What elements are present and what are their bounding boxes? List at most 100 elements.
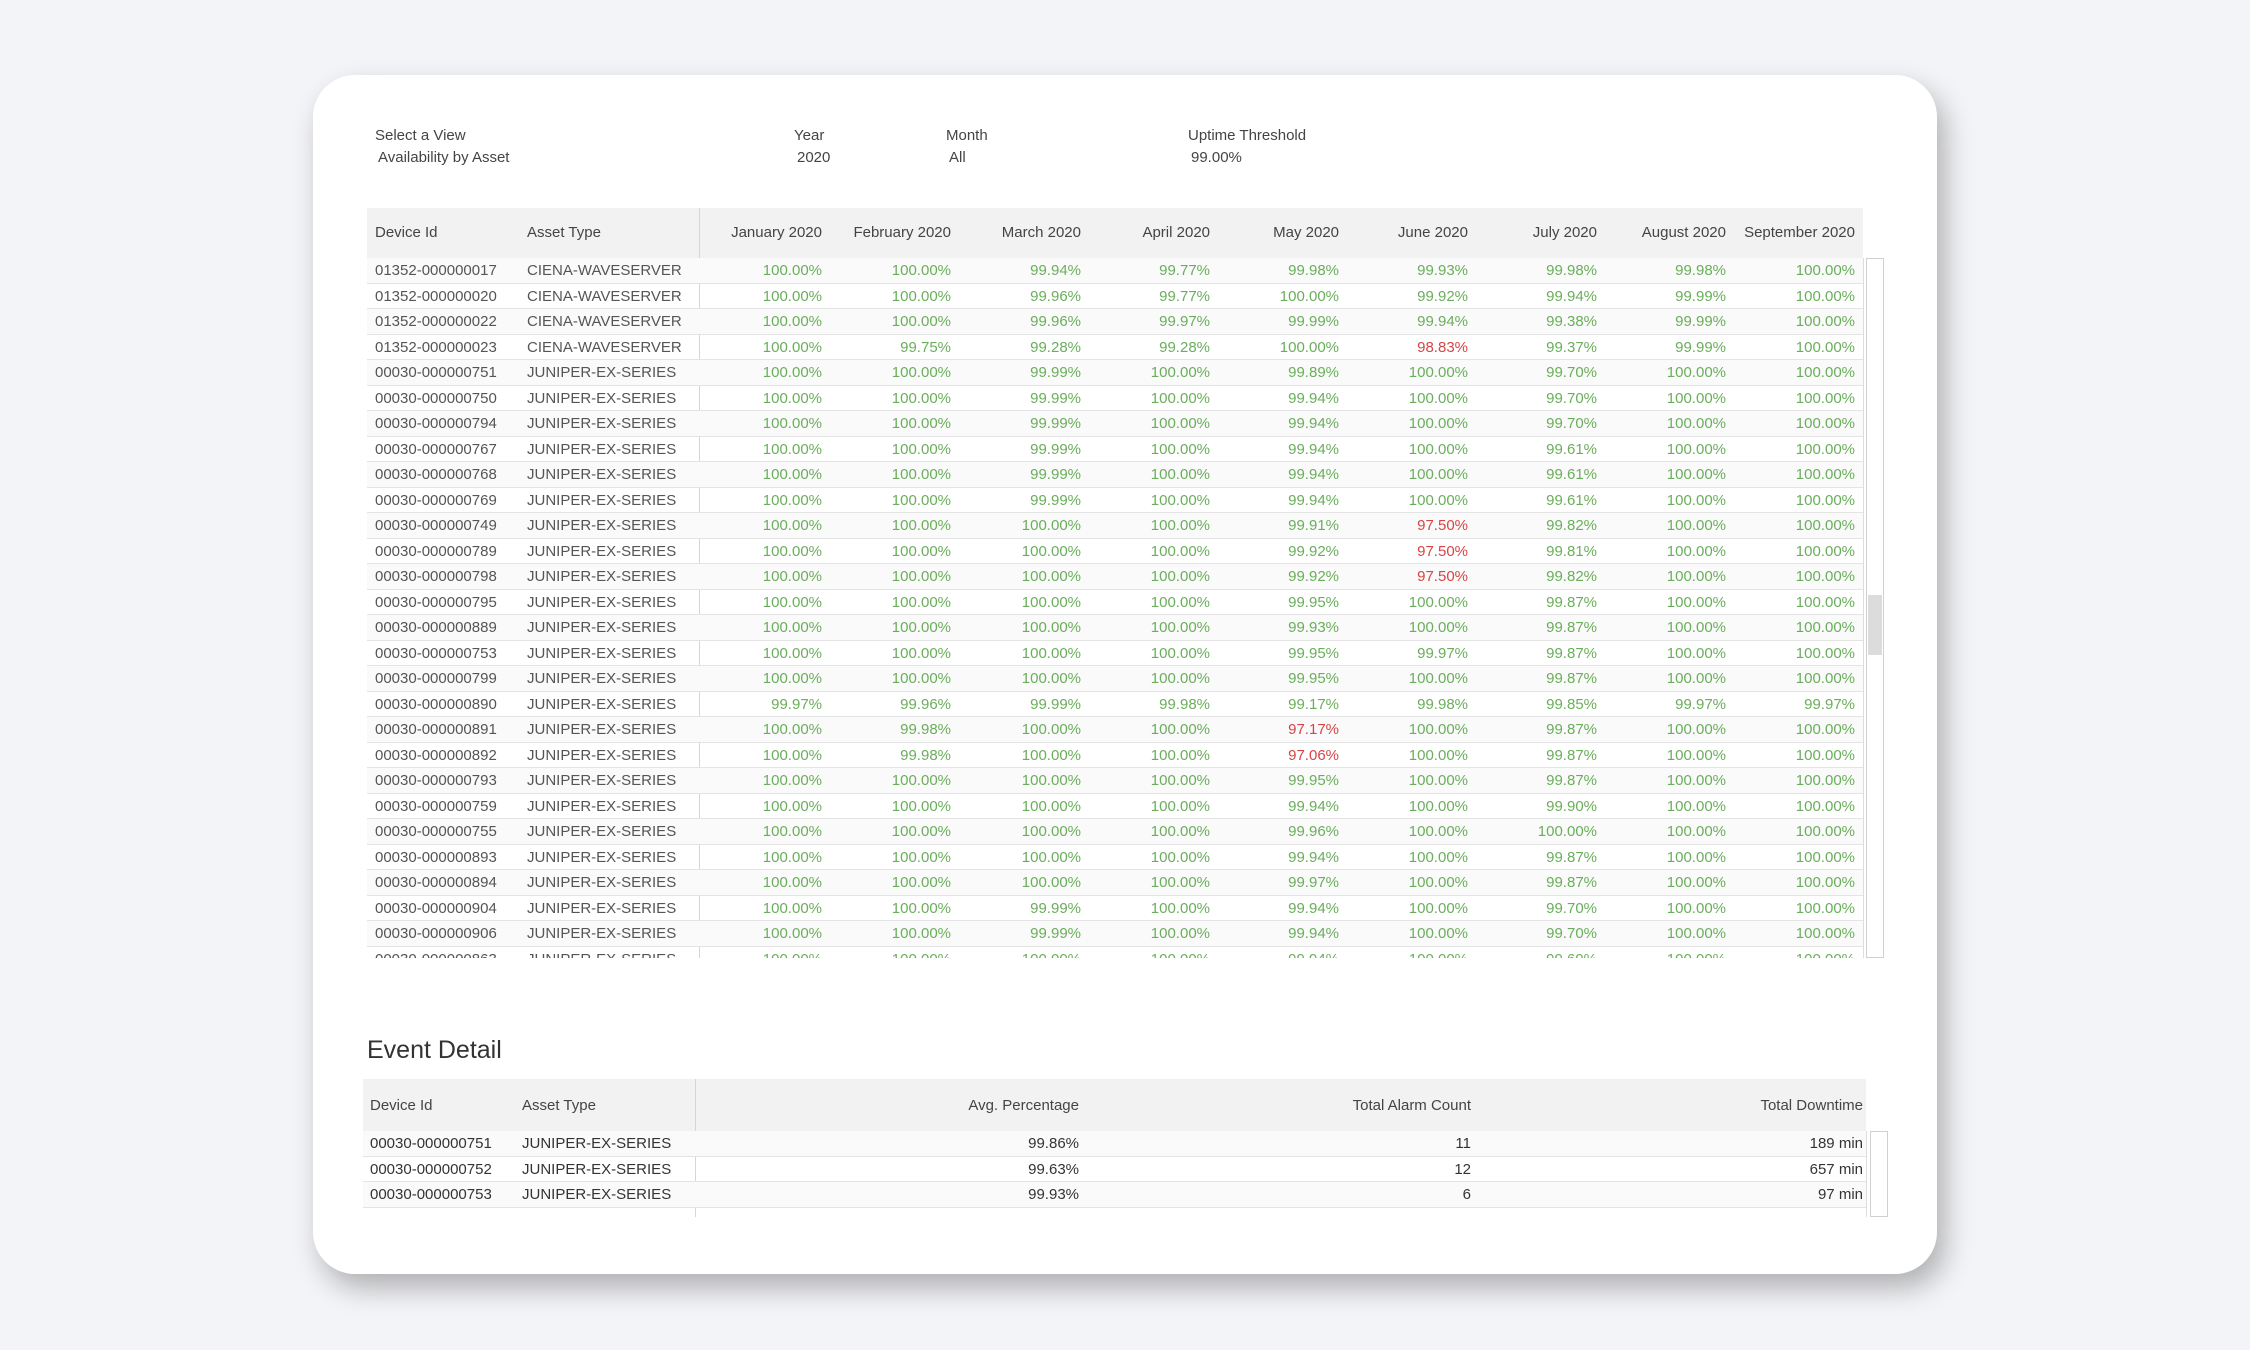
- value-cell: 100.00%: [1666, 848, 1726, 866]
- table-row: 00030-000000892 JUNIPER-EX-SERIES 100.00% 9…: [367, 743, 1863, 768]
- cell: 00030-000000768: [375, 466, 497, 483]
- value-cell: 100.00%: [762, 415, 822, 432]
- value-cell: 99.99%: [1030, 364, 1081, 381]
- cell: JUNIPER-EX-SERIES: [527, 874, 677, 891]
- filter-value[interactable]: Availability by Asset: [378, 149, 510, 166]
- value-cell: 100.00%: [1021, 670, 1081, 687]
- value-cell: 99.93%: [1417, 262, 1468, 279]
- table-row: 00030-000000789 JUNIPER-EX-SERIES 100.00% 1…: [367, 539, 1863, 564]
- value-cell: 99.87%: [1546, 644, 1597, 662]
- cell: 00030-000000753: [370, 1186, 492, 1203]
- cell: JUNIPER-EX-SERIES: [527, 644, 677, 662]
- value-cell: 100.00%: [1409, 951, 1468, 959]
- value-cell: 100.00%: [762, 262, 822, 279]
- value-cell: 99.96%: [1288, 823, 1339, 840]
- scrollbar[interactable]: [1870, 1131, 1888, 1217]
- value-cell: 100.00%: [1279, 338, 1339, 356]
- value-cell: 99.87%: [1546, 772, 1597, 789]
- column-header: March 2020: [1001, 224, 1081, 241]
- value-cell: 100.00%: [1021, 848, 1081, 866]
- value-cell: 100.00%: [762, 313, 822, 330]
- cell: CIENA-WAVESERVER: [527, 313, 682, 330]
- cell: 00030-000000890: [375, 695, 497, 713]
- value-cell: 100.00%: [891, 517, 951, 534]
- scrollbar-thumb[interactable]: [1868, 595, 1882, 655]
- value-cell: 100.00%: [891, 415, 951, 432]
- value-cell: 99.94%: [1288, 466, 1339, 483]
- value-cell: 100.00%: [1151, 951, 1210, 959]
- column-header: June 2020: [1397, 224, 1468, 241]
- value-cell: 100.00%: [1150, 389, 1210, 407]
- value-cell: 100.00%: [1666, 517, 1726, 534]
- value-cell: 100.00%: [891, 262, 951, 279]
- cell: JUNIPER-EX-SERIES: [527, 899, 677, 917]
- value-cell: 99.99%: [1030, 415, 1081, 432]
- table-row: 00030-000000753 JUNIPER-EX-SERIES 100.00% 1…: [367, 641, 1863, 666]
- table-row: 00030-000000894 JUNIPER-EX-SERIES 100.00% 1…: [367, 870, 1863, 896]
- value-cell: 100.00%: [1795, 517, 1855, 534]
- value-cell: 100.00%: [1666, 644, 1726, 662]
- table-row: 00030-000000863 JUNIPER-EX-SERIES 100.00% 1…: [367, 947, 1863, 959]
- value-cell: 99.94%: [1288, 415, 1339, 432]
- value-cell: 100.00%: [891, 389, 951, 407]
- value-cell: 100.00%: [762, 746, 822, 764]
- value-cell: 99.99%: [1675, 338, 1726, 356]
- value-cell: 100.00%: [1795, 338, 1855, 356]
- value-cell: 100.00%: [1666, 466, 1726, 483]
- value-cell: 100.00%: [762, 670, 822, 687]
- value-cell: 100.00%: [891, 364, 951, 381]
- value-cell: 99.98%: [1546, 262, 1597, 279]
- cell: CIENA-WAVESERVER: [527, 287, 682, 305]
- value-cell: 100.00%: [1666, 364, 1726, 381]
- value-cell: 100.00%: [1021, 874, 1081, 891]
- value-cell: 100.00%: [762, 287, 822, 305]
- value-cell: 100.00%: [1795, 619, 1855, 636]
- value-cell: 99.96%: [1030, 287, 1081, 305]
- value-cell: 98.83%: [1417, 338, 1468, 356]
- value-cell: 100.00%: [1666, 593, 1726, 611]
- value-cell: 99.69%: [1546, 951, 1597, 959]
- table-row: 00030-000000749 JUNIPER-EX-SERIES 100.00% 1…: [367, 513, 1863, 539]
- value-cell: 100.00%: [1408, 772, 1468, 789]
- cell: 00030-000000863: [375, 951, 497, 959]
- cell: JUNIPER-EX-SERIES: [527, 797, 677, 815]
- value-cell: 100.00%: [762, 721, 822, 738]
- cell: JUNIPER-EX-SERIES: [527, 695, 677, 713]
- value-cell: 100.00%: [1666, 415, 1726, 432]
- value-cell: 99.94%: [1288, 491, 1339, 509]
- value-cell: 100.00%: [1150, 440, 1210, 458]
- value-cell: 100.00%: [1150, 364, 1210, 381]
- value-cell: 100.00%: [1021, 593, 1081, 611]
- value-cell: 97.17%: [1288, 721, 1339, 738]
- filter-value[interactable]: 2020: [797, 149, 831, 166]
- cell: 00030-000000769: [375, 491, 497, 509]
- value-cell: 100.00%: [1408, 797, 1468, 815]
- value-cell: 99.94%: [1417, 313, 1468, 330]
- column-header: Device Id: [370, 1097, 433, 1114]
- value-cell: 100.00%: [1021, 823, 1081, 840]
- column-header: Total Downtime: [1760, 1097, 1863, 1114]
- value-cell: 99.77%: [1159, 287, 1210, 305]
- cell: JUNIPER-EX-SERIES: [527, 568, 677, 585]
- cell: 00030-000000767: [375, 440, 497, 458]
- value-cell: 100.00%: [1150, 593, 1210, 611]
- value-cell: 99.61%: [1546, 466, 1597, 483]
- value-cell: 100.00%: [1666, 746, 1726, 764]
- filter-value[interactable]: All: [949, 149, 966, 166]
- value-cell: 100.00%: [1021, 568, 1081, 585]
- availability-rows: 01352-000000017 CIENA-WAVESERVER 100.00% 10…: [367, 258, 1864, 958]
- cell: JUNIPER-EX-SERIES: [527, 721, 677, 738]
- value-cell: 99.85%: [1546, 695, 1597, 713]
- column-header: Asset Type: [522, 1097, 596, 1114]
- value-cell: 100.00%: [1150, 466, 1210, 483]
- value-cell: 99.87%: [1546, 874, 1597, 891]
- table-row: 00030-000000794 JUNIPER-EX-SERIES 100.00% 1…: [367, 411, 1863, 437]
- filter-value[interactable]: 99.00%: [1191, 149, 1242, 166]
- cell: 00030-000000799: [375, 670, 497, 687]
- cell: CIENA-WAVESERVER: [527, 262, 682, 279]
- value-cell: 100.00%: [891, 823, 951, 840]
- cell: 00030-000000795: [375, 593, 497, 611]
- value-cell: 100.00%: [762, 848, 822, 866]
- value-cell: 100.00%: [1150, 491, 1210, 509]
- value-cell: 100.00%: [762, 338, 822, 356]
